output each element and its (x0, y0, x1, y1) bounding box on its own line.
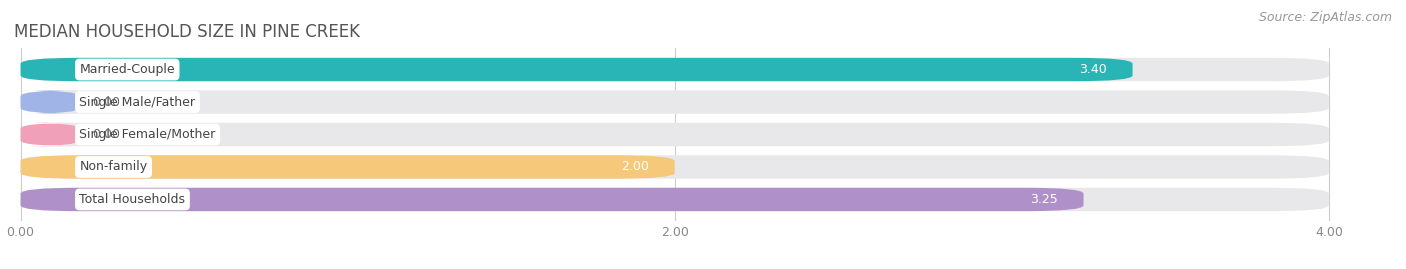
Text: Source: ZipAtlas.com: Source: ZipAtlas.com (1258, 11, 1392, 24)
FancyBboxPatch shape (21, 155, 1329, 179)
FancyBboxPatch shape (21, 90, 80, 114)
FancyBboxPatch shape (21, 123, 1329, 146)
Text: MEDIAN HOUSEHOLD SIZE IN PINE CREEK: MEDIAN HOUSEHOLD SIZE IN PINE CREEK (14, 23, 360, 41)
Text: Married-Couple: Married-Couple (80, 63, 176, 76)
FancyBboxPatch shape (21, 58, 1329, 81)
FancyBboxPatch shape (21, 123, 80, 146)
FancyBboxPatch shape (21, 188, 1329, 211)
Text: 2.00: 2.00 (620, 161, 648, 174)
Text: Non-family: Non-family (80, 161, 148, 174)
FancyBboxPatch shape (21, 188, 1084, 211)
Text: 0.00: 0.00 (93, 95, 121, 108)
Text: 0.00: 0.00 (93, 128, 121, 141)
FancyBboxPatch shape (21, 58, 1133, 81)
FancyBboxPatch shape (21, 90, 1329, 114)
Text: Single Female/Mother: Single Female/Mother (80, 128, 215, 141)
Text: 3.25: 3.25 (1029, 193, 1057, 206)
Text: Total Households: Total Households (80, 193, 186, 206)
FancyBboxPatch shape (21, 155, 675, 179)
Text: Single Male/Father: Single Male/Father (80, 95, 195, 108)
Text: 3.40: 3.40 (1078, 63, 1107, 76)
